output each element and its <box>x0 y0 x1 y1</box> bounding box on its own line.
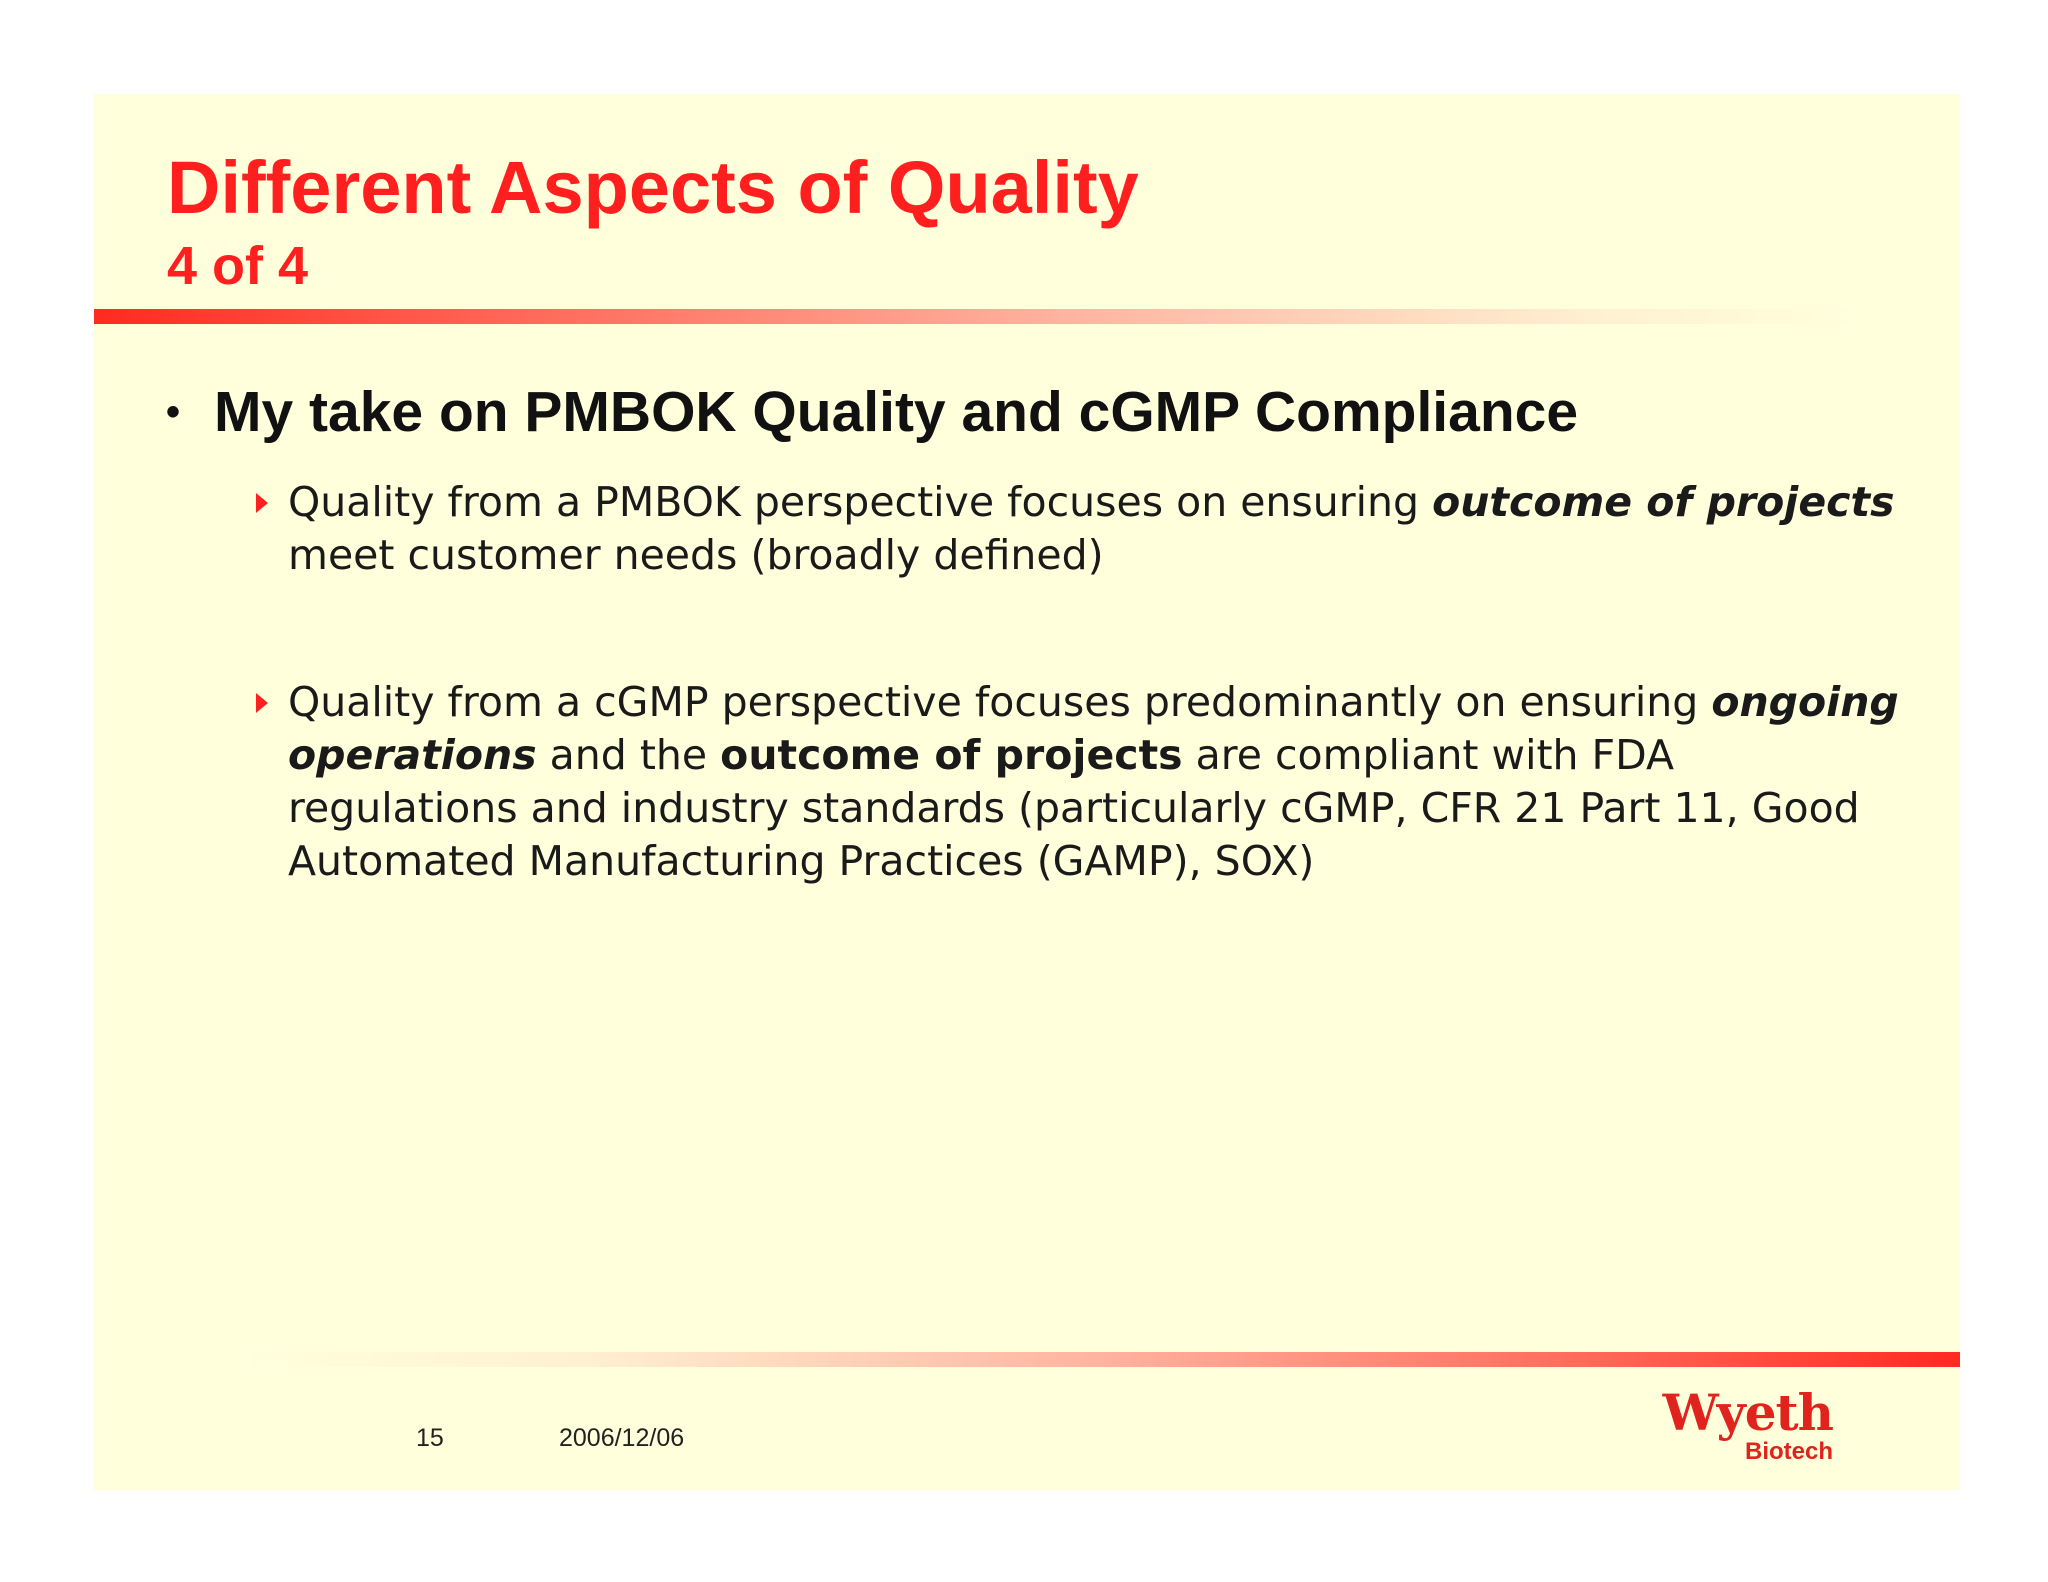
right-triangle-arrow-icon <box>254 476 280 529</box>
sub-bullet-text-part: Quality from a PMBOK perspective focuses… <box>288 478 1433 526</box>
bullet-dot-icon: • <box>166 390 181 434</box>
main-bullet: • My take on PMBOK Quality and cGMP Compl… <box>166 379 1866 445</box>
slide: Different Aspects of Quality 4 of 4 • My … <box>94 94 1960 1490</box>
slide-subtitle: 4 of 4 <box>167 236 309 296</box>
sub-bullet-text-part: are compliant with FDA regulations and i… <box>288 731 1860 885</box>
sub-bullet-text-part: and the <box>536 731 721 779</box>
emphasis-ongoing-operations: ongoing operations <box>288 678 1899 779</box>
emphasis-outcome-of-projects: outcome of projects <box>1432 478 1895 526</box>
sub-bullet-cgmp: Quality from a cGMP perspective focuses … <box>254 676 1914 888</box>
right-triangle-arrow-icon <box>254 676 280 729</box>
footer-date: 2006/12/06 <box>559 1424 685 1452</box>
slide-title: Different Aspects of Quality <box>167 146 1139 229</box>
footer-gradient-bar <box>244 1352 1960 1367</box>
wyeth-biotech-logo: Wyeth Biotech <box>1661 1387 1841 1473</box>
sub-bullet-text-part: Quality from a cGMP perspective focuses … <box>288 678 1712 726</box>
logo-wordmark: Wyeth <box>1662 1383 1834 1442</box>
sub-bullet-text: Quality from a PMBOK perspective focuses… <box>288 476 1914 582</box>
sub-bullet-text: Quality from a cGMP perspective focuses … <box>288 676 1914 888</box>
title-underline-gradient-bar <box>94 309 1854 324</box>
sub-bullet-pmbok: Quality from a PMBOK perspective focuses… <box>254 476 1914 582</box>
logo-tagline: Biotech <box>1744 1438 1833 1465</box>
main-bullet-text: My take on PMBOK Quality and cGMP Compli… <box>214 380 1579 444</box>
sub-bullet-text-part: meet customer needs (broadly defined) <box>288 531 1104 579</box>
page-number: 15 <box>416 1424 444 1452</box>
emphasis-outcome-of-projects: outcome of projects <box>720 731 1183 779</box>
